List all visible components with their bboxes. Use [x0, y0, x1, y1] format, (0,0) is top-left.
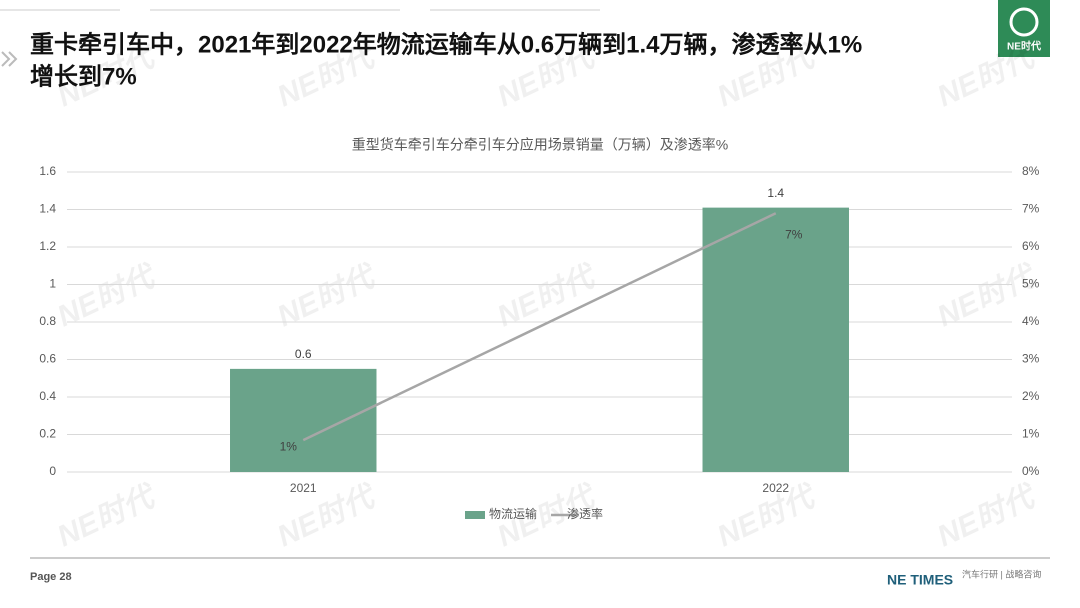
y2-tick-label: 3% [1022, 352, 1040, 366]
slide-title: 重卡牵引车中，2021年到2022年物流运输车从0.6万辆到1.4万辆，渗透率从… [30, 30, 862, 58]
x-tick-label: 2021 [290, 481, 317, 495]
y2-tick-label: 1% [1022, 427, 1040, 441]
y-tick-label: 0.2 [39, 427, 56, 441]
logo-text: NE时代 [1007, 40, 1041, 53]
logo-mark [1009, 7, 1039, 37]
y2-tick-label: 8% [1022, 164, 1040, 178]
page-number: Page 28 [30, 571, 72, 583]
x-tick-label: 2022 [762, 481, 789, 495]
y2-tick-label: 5% [1022, 277, 1040, 291]
legend-label: 物流运输 [489, 506, 537, 521]
chart-title: 重型货车牵引车分牵引车分应用场景销量（万辆）及渗透率% [352, 137, 728, 153]
y2-tick-label: 2% [1022, 389, 1040, 403]
y-tick-label: 1 [49, 277, 56, 291]
plot: 0 0.2 0.4 0.6 0.8 1 1.2 1.4 1.6 0% 1% 2% 3% 4% 5% 6% 7% 8… [39, 164, 1039, 521]
y-tick-label: 1.4 [39, 202, 56, 216]
y-tick-label: 0.4 [39, 389, 56, 403]
tagline: 汽车行研 | 战略咨询 [962, 568, 1041, 579]
y-tick-label: 1.6 [39, 164, 56, 178]
y-tick-label: 0.8 [39, 314, 56, 328]
slide-title: 增长到7% [30, 62, 137, 90]
y-tick-label: 0.6 [39, 352, 56, 366]
y2-tick-label: 4% [1022, 314, 1040, 328]
data-label: 1.4 [767, 186, 784, 200]
y-tick-label: 0 [49, 464, 56, 478]
y2-tick-label: 6% [1022, 239, 1040, 253]
data-label: 7% [785, 227, 803, 241]
legend-swatch [465, 511, 485, 519]
brand: NE TIMES [887, 572, 953, 588]
data-label: 1% [280, 439, 298, 453]
decor-chevrons [1, 51, 18, 67]
y2-tick-label: 0% [1022, 464, 1040, 478]
bar [702, 207, 849, 472]
line [302, 212, 777, 442]
y-tick-label: 1.2 [39, 239, 56, 253]
data-label: 0.6 [295, 347, 312, 361]
y2-tick-label: 7% [1022, 202, 1040, 216]
legend-label: 渗透率 [567, 506, 603, 521]
bar [230, 368, 377, 472]
